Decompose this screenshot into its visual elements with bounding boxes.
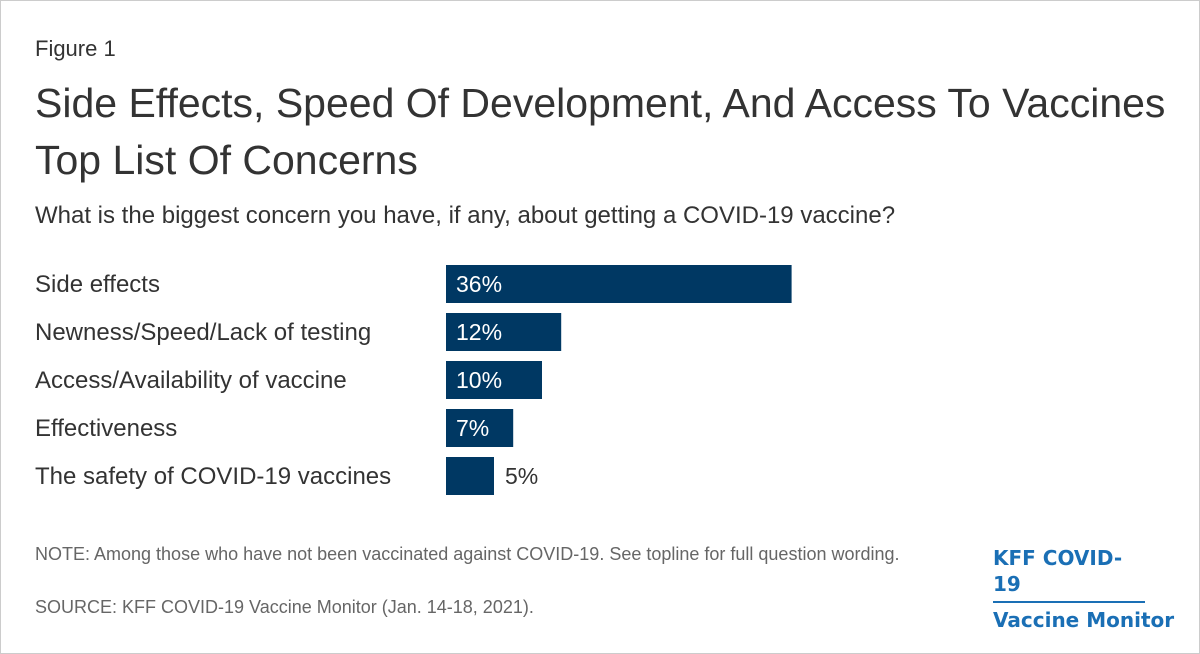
chart-note: NOTE: Among those who have not been vacc…	[35, 544, 900, 564]
category-label: The safety of COVID-19 vaccines	[35, 463, 391, 490]
category-label: Effectiveness	[35, 415, 177, 442]
category-label: Newness/Speed/Lack of testing	[35, 319, 371, 346]
data-label: 5%	[505, 463, 538, 489]
kff-logo: KFF COVID-19 Vaccine Monitor	[993, 545, 1174, 633]
bar	[446, 457, 494, 495]
data-label: 7%	[456, 415, 489, 441]
bar	[446, 265, 792, 303]
chart-source: SOURCE: KFF COVID-19 Vaccine Monitor (Ja…	[35, 597, 534, 617]
chart-title: Side Effects, Speed Of Development, And …	[35, 80, 1166, 183]
category-label: Access/Availability of vaccine	[35, 367, 347, 394]
figure-label: Figure 1	[35, 36, 116, 61]
bar	[446, 313, 562, 351]
bar	[446, 361, 542, 399]
bar-chart: Side effects 36% Newness/Speed/Lack of tes…	[35, 265, 792, 495]
logo-line-2: Vaccine Monitor	[993, 608, 1175, 632]
data-label: 10%	[456, 367, 502, 393]
bar	[446, 409, 514, 447]
logo-line-1: KFF COVID-19	[993, 545, 1145, 603]
data-label: 36%	[456, 271, 502, 297]
data-label: 12%	[456, 319, 502, 345]
chart-subtitle: What is the biggest concern you have, if…	[35, 202, 896, 229]
category-label: Side effects	[35, 271, 160, 298]
